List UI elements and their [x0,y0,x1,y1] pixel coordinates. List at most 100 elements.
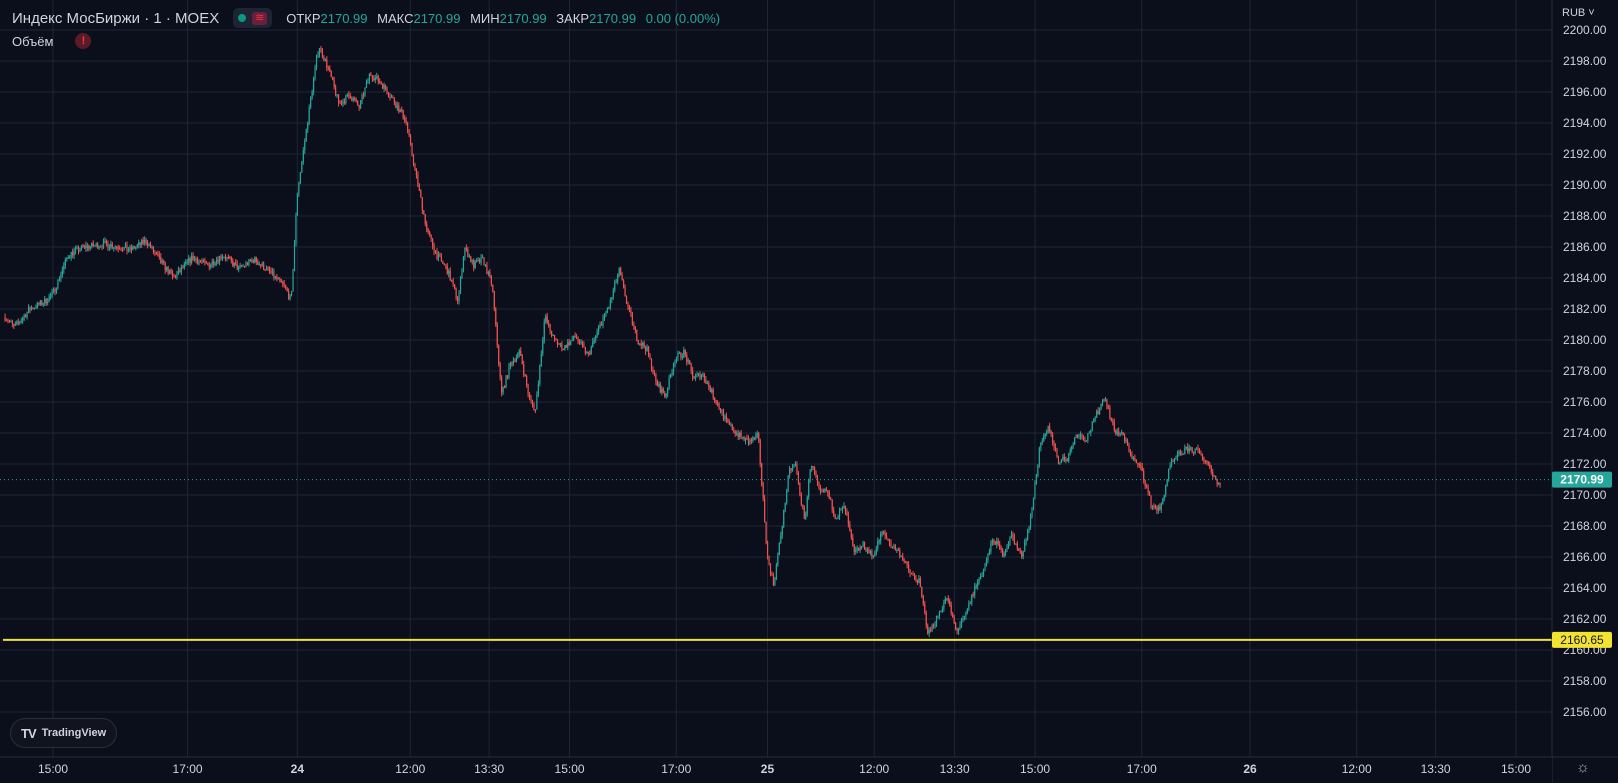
candle-body [166,267,168,271]
candle-body [126,245,128,251]
candle-body [1170,460,1173,465]
candle-body [396,105,398,108]
candle-body [968,603,970,609]
candle-body [489,271,491,277]
candle-body [993,540,995,542]
candle-body [417,174,419,186]
symbol-title[interactable]: Индекс МосБиржи · 1 · MOEX [12,9,220,27]
candle-body [83,245,85,247]
candle-body [1156,508,1158,511]
candle-body [251,260,253,262]
last-price-badge [1552,471,1612,488]
candle-body [443,264,445,266]
candle-body [1072,444,1074,447]
candle-body [844,505,847,512]
candle-body [352,98,354,101]
candle-body [771,573,773,576]
candle-body [686,354,688,362]
candle-body [302,150,304,162]
settings-icon[interactable]: ☼ [1576,759,1590,776]
candle-body [603,313,606,319]
candle-body [248,259,250,266]
candle-body [700,375,703,379]
candle-body [227,256,229,258]
candle-body [105,240,108,244]
candle-body [570,340,572,346]
candle-body [404,118,406,121]
candle-body [919,578,921,587]
candle-body [1091,421,1093,430]
candle-body [1021,552,1023,557]
candle-body [634,326,636,330]
candle-body [1209,463,1211,467]
status-pill[interactable]: ≋ [233,8,273,28]
candle-body [1075,434,1077,439]
volume-legend[interactable]: Объём ! [12,33,92,49]
candle-body [5,320,8,322]
candle-body [415,168,418,175]
candle-body [66,258,68,260]
candle-body [743,436,745,441]
candle-body [312,78,315,92]
candle-body [445,265,447,267]
high-value: 2170.99 [413,10,461,26]
candle-body [575,337,578,339]
ohlc-values: ОТКР2170.99 МАКС2170.99 МИН2170.99 ЗАКР2… [286,11,726,26]
candle-body [395,102,397,108]
candle-body [141,239,143,245]
candle-body [578,341,581,344]
candle-body [117,247,119,249]
candle-body [606,308,609,312]
candle-body [624,286,626,297]
candle-body [1200,453,1202,455]
candle-body [412,154,415,165]
candle-body [260,264,262,266]
candle-body [348,94,350,97]
candle-body [1109,407,1111,419]
candle-body [1081,433,1083,438]
candle-body [183,263,185,269]
candle-body [600,324,603,326]
candle-body [257,262,259,265]
candle-body [955,623,957,630]
candle-body [1128,444,1130,452]
candle-body [1003,553,1005,557]
candle-body [941,608,943,612]
candle-body [505,375,507,388]
currency-selector[interactable]: RUB ˅ [1562,7,1595,19]
price-tick-label: 2168.00 [1563,519,1607,533]
candle-body [77,247,80,252]
candle-body [439,254,441,257]
candle-body [1078,436,1080,438]
candle-body [271,271,274,273]
candle-body [978,579,980,582]
time-axis-panel[interactable] [0,757,1552,783]
candle-body [664,393,666,397]
price-axis-panel[interactable] [1552,0,1618,757]
candle-body [382,84,384,89]
candle-body [847,515,849,524]
candle-body [154,252,156,254]
candle-body [401,109,403,111]
time-tick-label: 17:00 [173,762,203,776]
candle-body [598,327,600,332]
candle-body [198,261,200,264]
candle-body [1010,534,1013,538]
candle-body [101,246,103,248]
time-tick-label: 26 [1243,762,1257,776]
warning-icon[interactable]: ! [75,33,92,49]
candle-body [60,274,62,280]
candle-body [975,586,977,588]
candle-body [268,268,271,271]
candle-body [772,575,775,586]
price-tick-label: 2158.00 [1563,674,1607,688]
tradingview-logo[interactable]: TV TradingView [10,718,118,748]
candle-body [1162,499,1164,504]
candle-body [22,318,24,321]
candle-body [79,249,81,252]
candle-body [1203,457,1205,461]
candle-body [699,373,701,379]
candle-body [957,628,960,632]
candle-body [744,437,747,441]
